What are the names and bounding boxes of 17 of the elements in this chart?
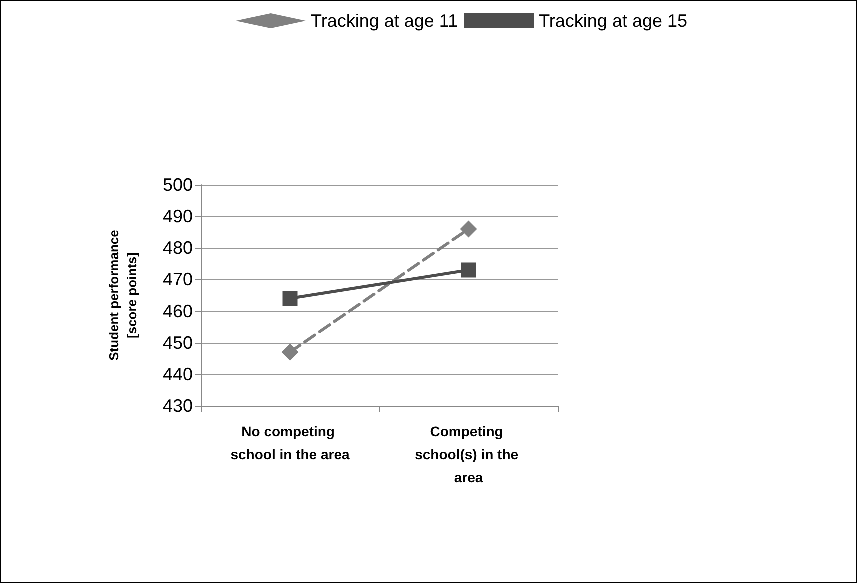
y-tick-label: 430 xyxy=(162,396,193,416)
y-axis-title: Student performance [score points] xyxy=(106,230,140,361)
point xyxy=(461,262,476,278)
point xyxy=(460,220,478,238)
y-tick-label: 460 xyxy=(162,301,193,322)
y-tick-label: 470 xyxy=(162,270,193,290)
point xyxy=(282,291,298,306)
y-tick-label: 480 xyxy=(162,238,193,258)
y-tick-label: 450 xyxy=(162,332,193,353)
y-tick-label: 490 xyxy=(162,206,193,227)
y-tick-label: 500 xyxy=(162,175,193,195)
y-tick-label: 440 xyxy=(162,364,193,384)
x-tick-label: No competing school in the area xyxy=(230,424,350,462)
legend-label: Tracking at age 15 xyxy=(539,11,688,31)
x-tick-label: Competing school(s) in the area xyxy=(415,424,522,486)
point xyxy=(282,344,299,361)
legend-label: Tracking at age 11 xyxy=(311,11,458,31)
